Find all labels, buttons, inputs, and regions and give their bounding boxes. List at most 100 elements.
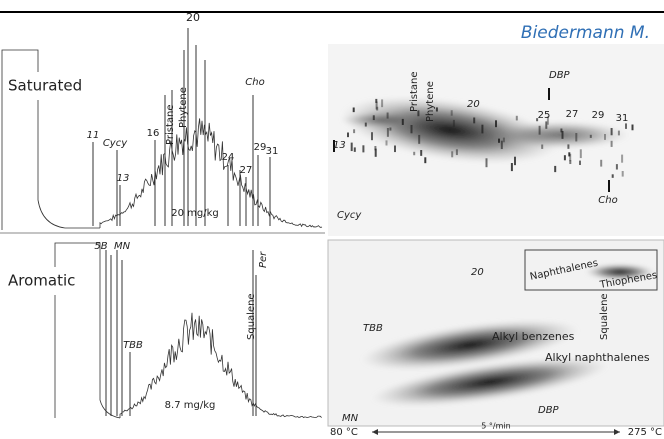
trace (495, 120, 497, 128)
trace (541, 144, 544, 149)
trace (485, 158, 488, 168)
trace (621, 154, 624, 163)
spot-label: DBP (549, 70, 571, 81)
spot-label: 20 (471, 267, 484, 278)
trace (538, 125, 541, 135)
axis-start: 80 °C (330, 427, 358, 438)
trace (589, 134, 592, 138)
axis-rate: 5 °/min (481, 422, 510, 431)
spot-label: Cho (598, 195, 617, 206)
trace (386, 128, 389, 137)
trace (617, 130, 620, 136)
trace (569, 160, 572, 165)
trace (333, 140, 335, 152)
trace (510, 163, 513, 172)
spot-label: Squalene (599, 293, 610, 340)
trace (554, 165, 557, 173)
peak-label: 13 (117, 173, 130, 184)
trace (579, 160, 581, 165)
trace (386, 112, 389, 119)
trace (119, 312, 322, 419)
concentration: 20 mg/kg (171, 208, 219, 219)
spot-label: Pristane (409, 72, 420, 113)
concentration: 8.7 mg/kg (165, 400, 216, 411)
peak-label: Squalene (246, 293, 257, 340)
spot-label: 13 (333, 140, 346, 151)
trace (362, 145, 365, 153)
peak-label: 20 (186, 11, 200, 24)
trace (455, 149, 458, 156)
peak-label: 16 (147, 128, 160, 139)
peak-label: MN (114, 241, 131, 252)
trace (561, 131, 564, 139)
spot-label: DBP (538, 405, 560, 416)
spot-label: Phytene (425, 81, 436, 122)
trace (498, 138, 500, 143)
trace (568, 152, 571, 157)
trace (410, 125, 413, 134)
peak-label: Cho (245, 77, 264, 88)
trace (374, 148, 377, 157)
trace (389, 127, 392, 131)
spot-label: 20 (467, 99, 480, 110)
inset-box (524, 249, 658, 291)
trace (546, 116, 549, 125)
trace (450, 110, 453, 116)
trace (569, 153, 572, 162)
spot-label: 31 (616, 113, 629, 124)
trace (374, 146, 377, 151)
spot-label: 25 (538, 110, 551, 121)
trace (548, 88, 550, 100)
trace (560, 128, 563, 133)
trace (420, 150, 423, 156)
peak-label: 27 (240, 165, 253, 176)
trace (615, 164, 618, 170)
trace (514, 156, 516, 166)
trace (394, 145, 396, 153)
trace (413, 151, 416, 156)
trace (502, 137, 505, 143)
trace (417, 110, 420, 117)
trace (452, 119, 455, 127)
trace (371, 132, 373, 141)
trace (610, 140, 613, 147)
peak-label: Per (258, 251, 269, 268)
peak-label: 5B (94, 241, 107, 252)
peak-label: Cycy (103, 138, 128, 149)
trace (352, 107, 355, 113)
spot-label: TBB (363, 323, 383, 334)
trace (575, 133, 578, 142)
peak-label: TBB (123, 340, 143, 351)
trace (424, 157, 427, 164)
panel-label: Saturated (8, 77, 82, 95)
trace (364, 122, 367, 127)
spot-cloud (361, 264, 655, 407)
trace (435, 107, 438, 112)
region-label: Alkyl benzenes (492, 330, 575, 343)
trace (375, 98, 378, 103)
trace (625, 123, 627, 129)
peak-label: Phytene (178, 87, 189, 128)
spot-label: 27 (566, 109, 579, 120)
trace (401, 118, 404, 125)
panel-label: Aromatic (8, 272, 75, 290)
trace (473, 117, 476, 124)
trace (376, 106, 379, 111)
trace (451, 151, 454, 158)
trace (99, 118, 323, 228)
label-bg (4, 72, 68, 100)
label-bg (4, 267, 76, 295)
trace (563, 155, 566, 161)
trace (372, 115, 375, 121)
trace (353, 129, 356, 134)
peak-label: 29 (254, 142, 267, 153)
spot-label: Cycy (337, 210, 362, 221)
trace (604, 134, 606, 140)
trace (567, 144, 570, 149)
trace (610, 128, 613, 136)
trace (418, 134, 421, 144)
trace (579, 149, 582, 159)
region-label: Alkyl naphthalenes (545, 351, 650, 364)
trace (350, 142, 353, 152)
